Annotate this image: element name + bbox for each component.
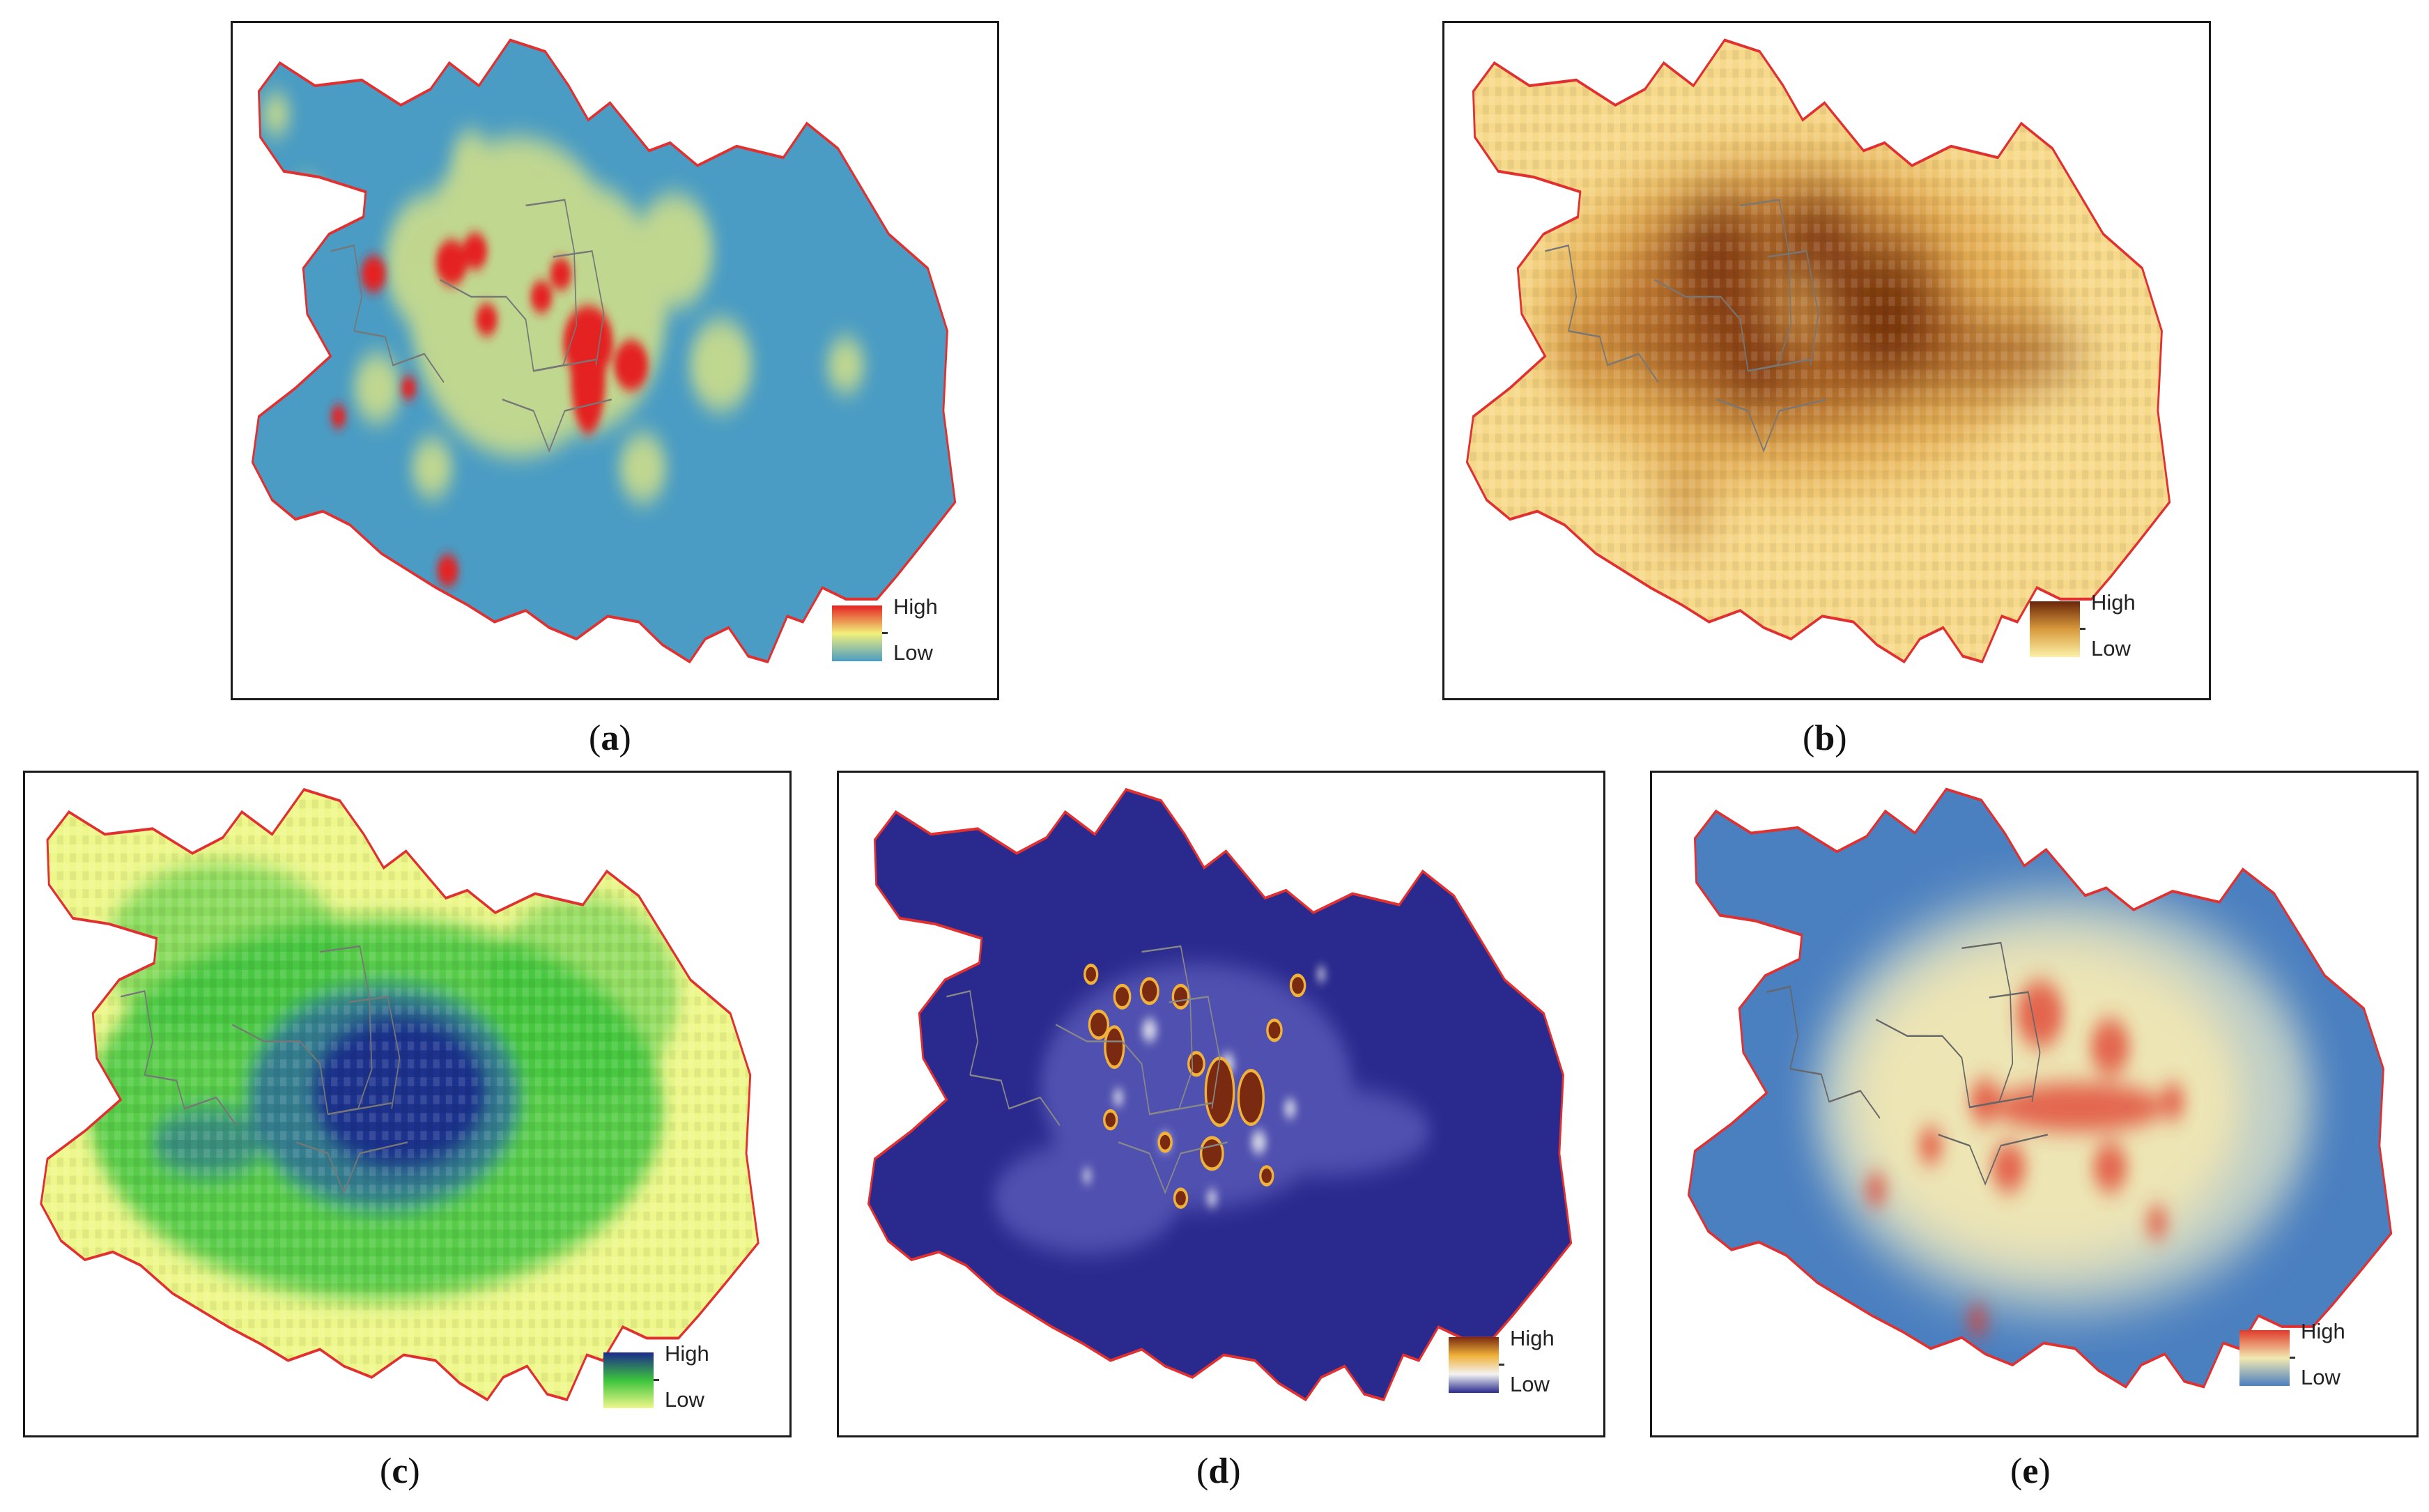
caption-c: (c) [380, 1451, 420, 1492]
caption-open: ( [589, 718, 601, 758]
caption-open: ( [1803, 718, 1815, 758]
legend-tick-d [1499, 1364, 1504, 1366]
legend-tick-b [2080, 628, 2085, 630]
legend-high-label: High [2301, 1319, 2345, 1343]
map-panel-a: High Low [231, 21, 999, 700]
heatmap-e [1687, 787, 2393, 1389]
legend-gradient-b [2030, 601, 2080, 657]
legend-high-label: High [665, 1341, 709, 1366]
heatmap-b [1451, 23, 2185, 685]
caption-close: ) [619, 718, 631, 758]
legend-low-label: Low [2301, 1365, 2341, 1389]
legend-high-label: High [893, 594, 938, 619]
legend-gradient-d [1449, 1337, 1499, 1393]
legend-low-label: Low [893, 640, 933, 665]
caption-letter: c [392, 1451, 408, 1491]
caption-open: ( [1196, 1451, 1209, 1491]
legend-gradient-c [603, 1352, 654, 1408]
legend-low-label: Low [2091, 636, 2131, 661]
legend-gradient-e [2239, 1330, 2290, 1386]
caption-close: ) [2038, 1451, 2051, 1491]
caption-letter: b [1814, 718, 1835, 758]
caption-d: (d) [1196, 1451, 1241, 1492]
caption-close: ) [1228, 1451, 1241, 1491]
caption-letter: e [2022, 1451, 2039, 1491]
heatmap-a [237, 23, 971, 685]
heatmap-c [25, 773, 774, 1422]
map-panel-d: High Low [837, 771, 1605, 1437]
legend-tick-c [654, 1379, 659, 1381]
legend-low-label: Low [1510, 1372, 1550, 1396]
caption-close: ) [1835, 718, 1847, 758]
map-panel-c: High Low [23, 771, 792, 1437]
map-panel-e: High Low [1650, 771, 2419, 1437]
caption-close: ) [408, 1451, 420, 1491]
heatmap-d [853, 773, 1587, 1422]
caption-b: (b) [1803, 718, 1847, 759]
legend-high-label: High [2091, 590, 2136, 615]
caption-e: (e) [2010, 1451, 2051, 1492]
map-panel-b: High Low [1442, 21, 2211, 700]
caption-letter: a [601, 718, 619, 758]
legend-high-label: High [1510, 1326, 1555, 1350]
legend-tick-a [882, 632, 888, 634]
legend-gradient-a [832, 605, 882, 661]
caption-open: ( [380, 1451, 392, 1491]
legend-low-label: Low [665, 1387, 704, 1412]
legend-tick-e [2290, 1357, 2295, 1359]
caption-a: (a) [589, 718, 631, 759]
caption-letter: d [1208, 1451, 1229, 1491]
caption-open: ( [2010, 1451, 2023, 1491]
